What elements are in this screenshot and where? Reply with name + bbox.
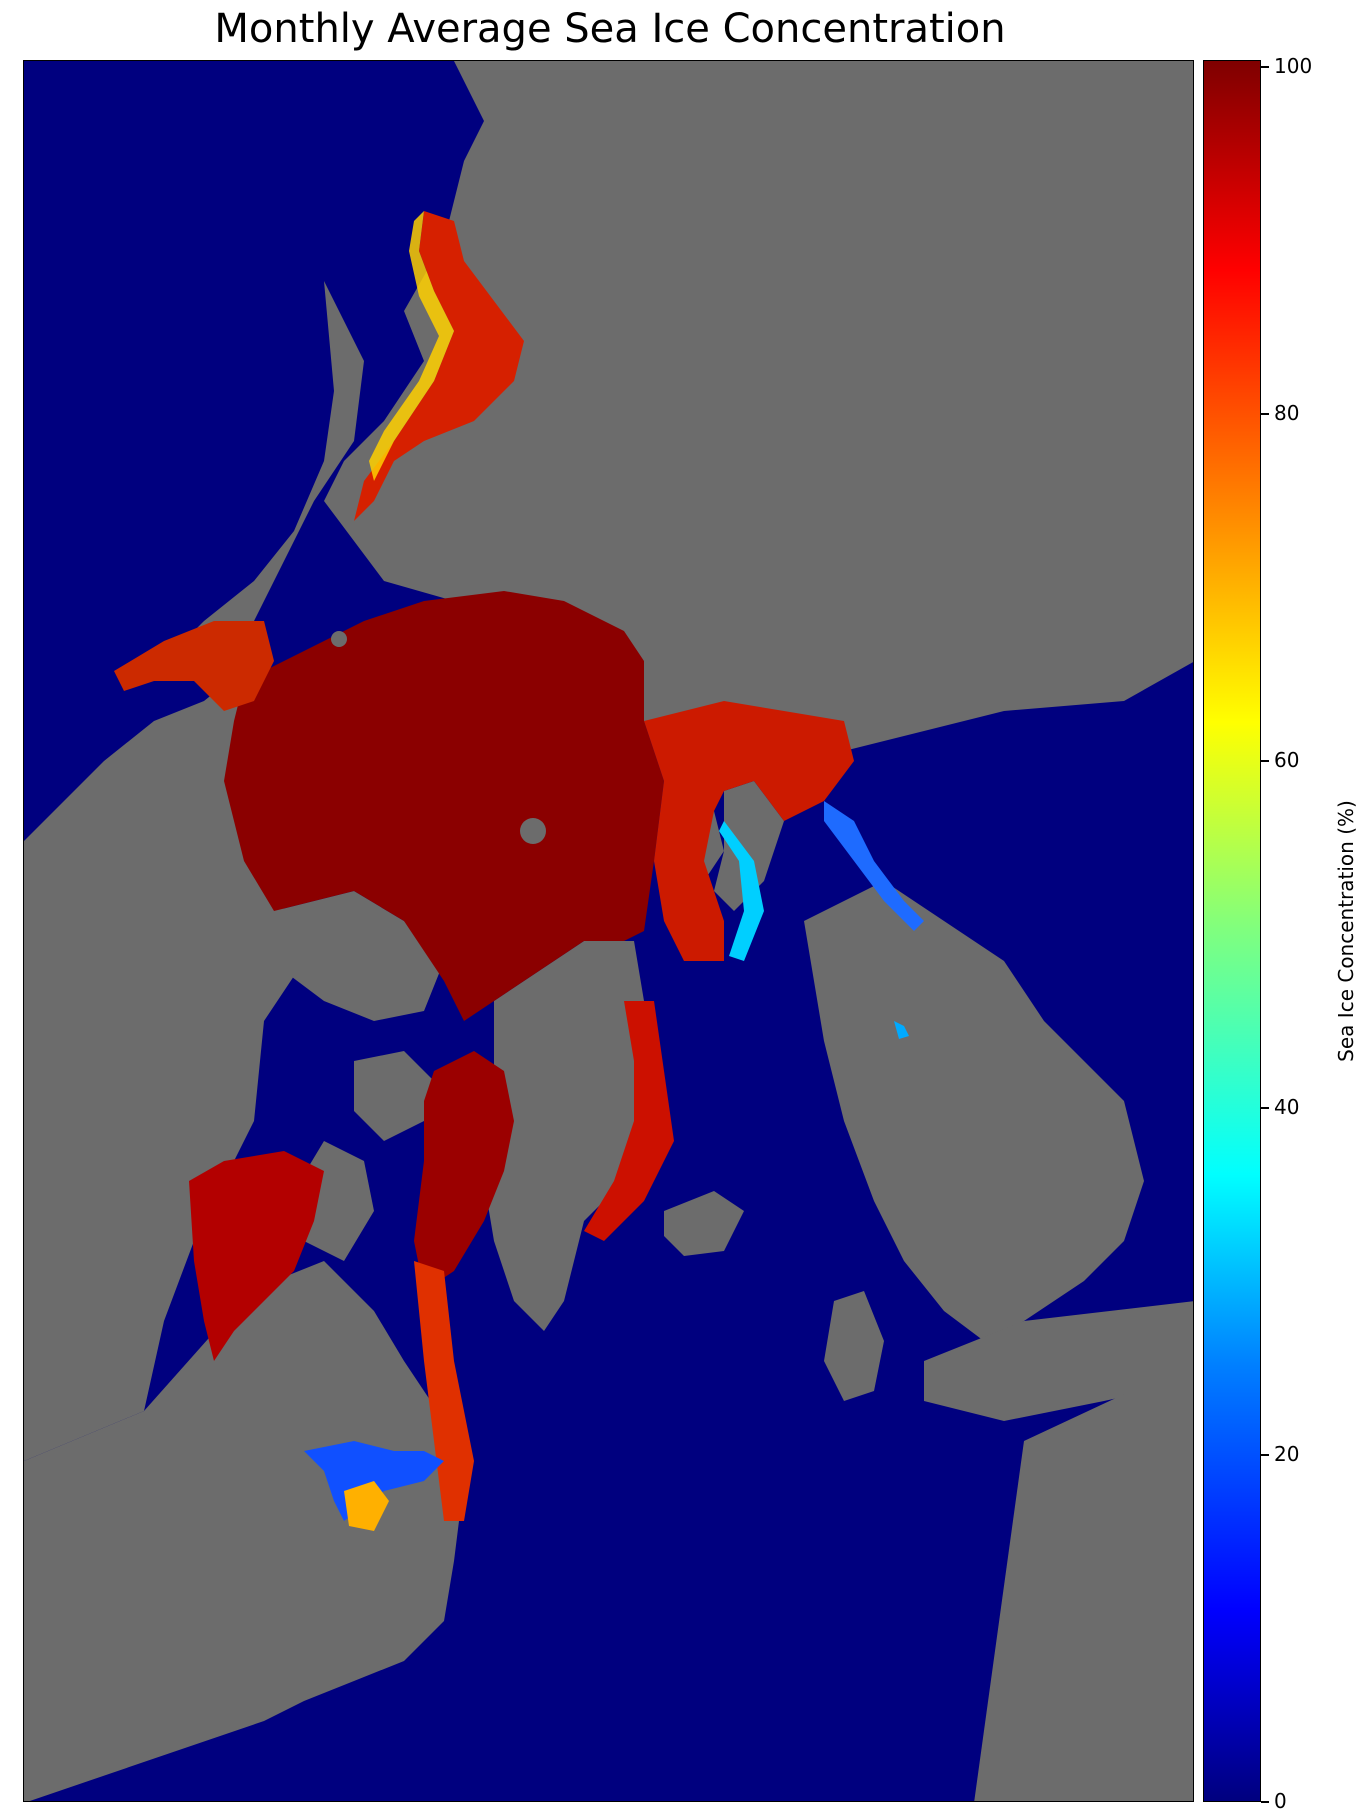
okhotsk-ice xyxy=(354,211,524,521)
colorbar-tick-label: 100 xyxy=(1274,54,1313,78)
okhotsk-ice-edge xyxy=(369,211,454,481)
barents-ice-edge xyxy=(719,821,764,961)
colorbar-tick xyxy=(1261,1801,1269,1803)
colorbar-tick-label: 20 xyxy=(1274,1442,1300,1466)
colorbar-tick-label: 80 xyxy=(1274,401,1300,425)
colorbar-label: Sea Ice Concentration (%) xyxy=(1334,800,1358,1062)
colorbar-tick xyxy=(1261,760,1269,762)
hudson-bay-ice xyxy=(189,1151,324,1361)
ice-layer xyxy=(114,211,924,1531)
central-arctic-ice xyxy=(224,591,664,1021)
baffin-bay-ice xyxy=(414,1051,514,1291)
colorbar-tick-label: 60 xyxy=(1274,748,1300,772)
colorbar-tick xyxy=(1261,66,1269,68)
pole-hole xyxy=(520,818,546,844)
wrangel-island xyxy=(331,631,347,647)
labrador-ice xyxy=(414,1261,474,1521)
baltic-ice xyxy=(894,1021,909,1039)
white-sea-ice-edge xyxy=(824,801,924,931)
colorbar-tick xyxy=(1261,1454,1269,1456)
colorbar-tick xyxy=(1261,413,1269,415)
bering-ice xyxy=(114,621,274,711)
colorbar xyxy=(1203,60,1261,1802)
sea-ice-map xyxy=(23,60,1194,1802)
map-canvas xyxy=(24,61,1193,1801)
colorbar-tick-label: 40 xyxy=(1274,1095,1300,1119)
colorbar-tick xyxy=(1261,1107,1269,1109)
colorbar-tick-label: 0 xyxy=(1274,1789,1287,1813)
map-title: Monthly Average Sea Ice Concentration xyxy=(214,6,1006,52)
st-lawrence-ice xyxy=(344,1481,389,1531)
barents-kara-ice xyxy=(644,701,854,961)
east-greenland-ice xyxy=(584,1001,674,1241)
